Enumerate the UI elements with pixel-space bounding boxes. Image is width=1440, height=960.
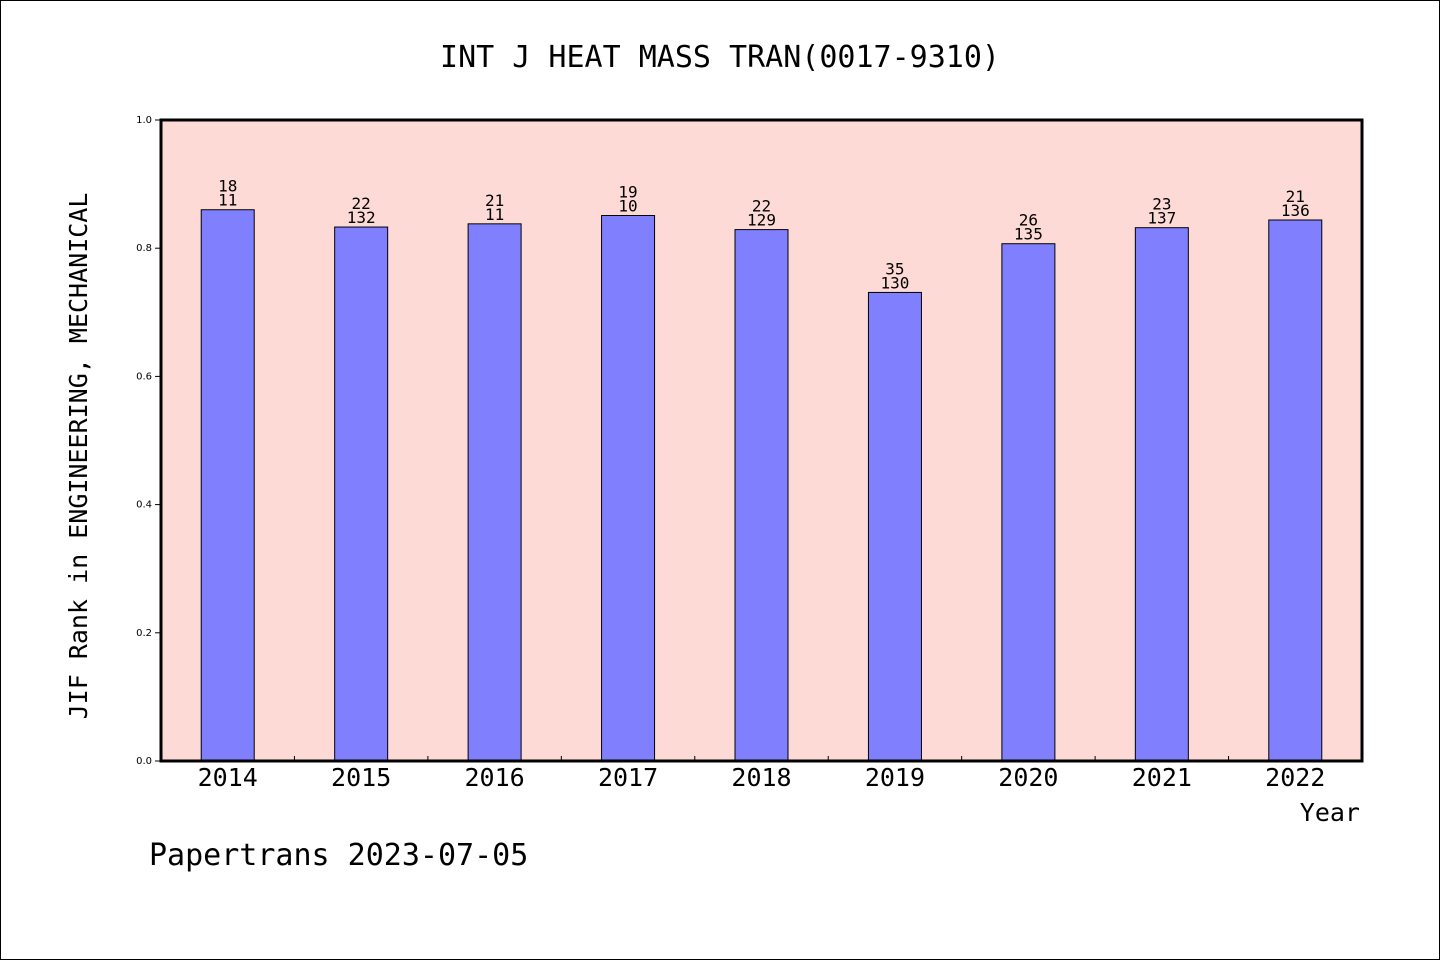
bar-label-top-2018: 22 xyxy=(752,197,771,216)
bar-label-top-2014: 18 xyxy=(218,177,237,196)
y-tick-label-0.0: 0.0 xyxy=(136,756,152,767)
x-tick-label-2018: 2018 xyxy=(731,763,791,792)
y-tick-label-0.4: 0.4 xyxy=(136,500,152,511)
bar-2014 xyxy=(200,209,255,762)
bar-label-top-2020: 26 xyxy=(1019,211,1038,230)
x-tick-label-2019: 2019 xyxy=(865,763,925,792)
y-tick-label-1.0: 1.0 xyxy=(136,115,152,126)
chart-title: INT J HEAT MASS TRAN(0017-9310) xyxy=(440,40,1000,75)
y-axis-title: JIF Rank in ENGINEERING, MECHANICAL xyxy=(64,193,93,720)
bar-2019 xyxy=(867,291,922,762)
bar-label-top-2016: 21 xyxy=(485,191,504,210)
x-tick-label-2021: 2021 xyxy=(1132,763,1192,792)
bar-label-top-2021: 23 xyxy=(1152,195,1171,214)
bar-label-bottom-2019: 130 xyxy=(880,273,909,292)
bar-2018 xyxy=(734,229,789,762)
bar-label-top-2019: 35 xyxy=(885,259,904,278)
x-tick-label-2016: 2016 xyxy=(465,763,525,792)
bar-label-bottom-2021: 137 xyxy=(1147,209,1176,228)
bar-2022 xyxy=(1268,219,1323,762)
bar-2017 xyxy=(601,215,656,762)
bar-label-bottom-2018: 129 xyxy=(747,211,776,230)
bars-group xyxy=(200,209,1323,762)
bar-label-top-2017: 19 xyxy=(618,183,637,202)
x-tick-label-2020: 2020 xyxy=(998,763,1058,792)
y-tick-label-0.2: 0.2 xyxy=(136,628,152,639)
bar-label-bottom-2022: 136 xyxy=(1281,201,1310,220)
x-tick-label-2015: 2015 xyxy=(331,763,391,792)
x-axis-title: Year xyxy=(1300,798,1360,827)
footer-credit: Papertrans 2023-07-05 xyxy=(149,838,528,873)
bar-label-bottom-2020: 135 xyxy=(1014,225,1043,244)
bar-label-bottom-2015: 132 xyxy=(347,208,376,227)
y-axis: 0.0 0.2 0.4 0.6 0.8 1.0 xyxy=(136,115,161,767)
x-tick-label-2022: 2022 xyxy=(1265,763,1325,792)
bar-2016 xyxy=(467,223,522,762)
x-tick-label-2017: 2017 xyxy=(598,763,658,792)
bar-label-bottom-2016: 11 xyxy=(485,205,504,224)
bar-2021 xyxy=(1134,227,1189,762)
y-tick-label-0.6: 0.6 xyxy=(136,371,152,382)
bar-label-top-2015: 22 xyxy=(352,194,371,213)
bar-label-top-2022: 21 xyxy=(1286,187,1305,206)
bar-2020 xyxy=(1001,243,1056,762)
bar-label-bottom-2014: 11 xyxy=(218,191,237,210)
y-tick-label-0.8: 0.8 xyxy=(136,243,152,254)
bar-2015 xyxy=(334,226,389,762)
x-axis: 2014 2015 2016 2017 2018 2019 2020 2021 2022 xyxy=(198,756,1325,792)
plot-frame xyxy=(159,118,1364,763)
x-tick-label-2014: 2014 xyxy=(198,763,258,792)
bar-label-bottom-2017: 10 xyxy=(618,197,637,216)
